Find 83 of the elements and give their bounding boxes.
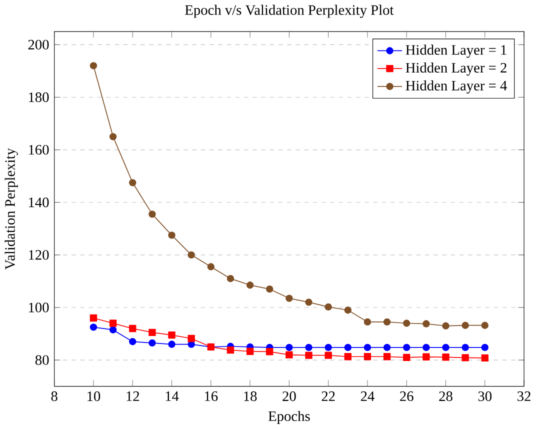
point — [364, 353, 372, 360]
x-tick-label: 26 — [400, 392, 414, 402]
point — [188, 251, 195, 259]
x-tick-label: 16 — [204, 392, 218, 402]
point — [324, 344, 332, 352]
point — [324, 303, 332, 311]
point — [442, 322, 450, 330]
point — [403, 320, 410, 327]
point — [129, 325, 136, 332]
point — [148, 328, 156, 336]
point — [109, 133, 117, 140]
point — [226, 275, 234, 282]
y-axis-title: Validation Perplexity — [4, 148, 18, 270]
point — [422, 320, 430, 328]
point — [90, 314, 98, 322]
x-tick-label: 32 — [518, 392, 530, 402]
legend-label: Hidden Layer = 2 — [406, 62, 506, 76]
x-tick-label: 8 — [51, 392, 58, 402]
x-tick-label: 28 — [439, 392, 452, 402]
point — [462, 344, 469, 352]
x-tick-label: 24 — [360, 392, 374, 402]
point — [383, 344, 391, 352]
x-tick-label: 20 — [282, 392, 296, 402]
point — [286, 294, 293, 302]
point — [344, 353, 352, 360]
point — [129, 338, 136, 346]
point — [168, 332, 176, 339]
point — [226, 346, 234, 354]
point — [324, 352, 332, 360]
point — [109, 326, 117, 334]
point — [442, 354, 450, 361]
x-axis-title: Epochs — [268, 411, 310, 424]
point — [90, 324, 98, 331]
point — [305, 352, 312, 360]
point — [246, 348, 254, 356]
point — [422, 344, 430, 352]
point — [266, 348, 274, 356]
point — [364, 318, 372, 326]
point — [422, 353, 430, 361]
point — [442, 344, 450, 352]
point — [383, 353, 391, 360]
point — [148, 210, 156, 218]
point — [344, 344, 352, 352]
point — [403, 344, 410, 352]
y-tick-label: 100 — [28, 302, 49, 312]
point — [90, 62, 98, 70]
point — [168, 232, 176, 239]
point — [266, 286, 274, 293]
point — [286, 351, 293, 358]
point — [462, 354, 469, 362]
point — [481, 322, 488, 330]
point — [305, 344, 312, 352]
point — [148, 339, 156, 347]
point — [188, 335, 195, 342]
y-tick-label: 120 — [28, 250, 49, 260]
point — [286, 344, 293, 352]
x-tick-label: 18 — [244, 392, 257, 402]
x-tick-label: 12 — [126, 392, 140, 402]
point — [207, 263, 214, 270]
legend-label: Hidden Layer = 1 — [406, 44, 506, 58]
y-tick-label: 140 — [28, 198, 49, 208]
x-tick-label: 30 — [478, 392, 492, 402]
legend-label: Hidden Layer = 4 — [406, 80, 507, 94]
point — [129, 179, 136, 186]
point — [344, 306, 352, 314]
point — [109, 320, 117, 327]
chart-title: Epoch v/s Validation Perplexity Plot — [185, 4, 394, 18]
x-tick-label: 14 — [166, 392, 179, 401]
point — [305, 298, 312, 306]
point — [364, 344, 372, 352]
point — [246, 282, 254, 289]
point — [481, 354, 488, 362]
y-tick-label: 160 — [28, 145, 49, 155]
point — [383, 318, 391, 326]
point — [403, 354, 410, 362]
y-tick-label: 180 — [28, 92, 49, 102]
y-tick-label: 200 — [28, 40, 49, 50]
x-tick-label: 10 — [88, 392, 100, 402]
point — [462, 322, 469, 330]
point — [481, 344, 488, 352]
x-tick-label: 22 — [322, 392, 335, 402]
y-tick-label: 80 — [35, 355, 49, 365]
point — [168, 340, 176, 348]
